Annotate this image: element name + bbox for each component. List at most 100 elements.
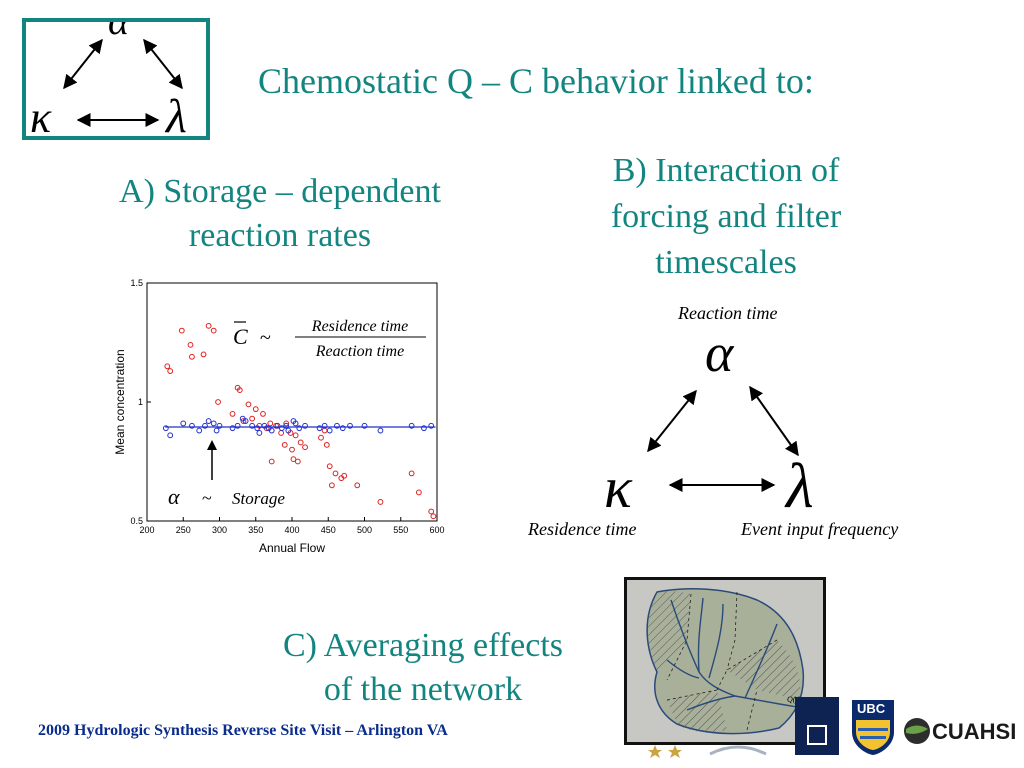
hatched-region-1 [647, 591, 691, 672]
blue-data-point [274, 422, 281, 429]
red-data-point [289, 446, 295, 453]
y-tick-label: 1 [138, 397, 143, 407]
corner-alpha-symbol: α [108, 22, 130, 43]
blue-data-point [234, 422, 241, 429]
catchment-map: Q(t) [624, 577, 826, 745]
blue-data-point [321, 422, 328, 429]
blue-data-point [278, 425, 285, 432]
red-data-point [167, 368, 174, 374]
y-axis-label: Mean concentration [113, 349, 127, 454]
blue-data-point [162, 425, 169, 432]
red-data-point [430, 513, 437, 520]
x-axis-label: Annual Flow [259, 541, 325, 555]
blue-data-point [213, 427, 220, 434]
red-data-point [341, 472, 348, 479]
section-c-heading: C) Averaging effects of the network [238, 624, 608, 712]
red-data-point [415, 489, 422, 496]
red-data-point [210, 327, 217, 334]
red-data-point [302, 444, 308, 451]
ubc-crest-icon [852, 700, 894, 755]
blue-data-point [189, 422, 195, 429]
partner-seal-logo [709, 745, 767, 756]
blue-data-point [292, 420, 299, 427]
blue-data-point [249, 422, 256, 429]
arrow-alpha-kappa [647, 389, 697, 453]
shield-emblem [807, 725, 827, 745]
section-b-line1: B) Interaction of [612, 152, 840, 189]
university-shield-logo [795, 697, 839, 755]
red-data-point [326, 463, 333, 470]
blue-data-point [347, 422, 353, 429]
river-network [666, 597, 804, 711]
star-logo [648, 745, 682, 758]
red-data-point [323, 441, 330, 448]
timescale-triangle-diagram: α κ λ [604, 325, 814, 515]
red-data-point [260, 411, 266, 417]
red-data-point [236, 387, 243, 393]
annotation-tilde-top: ~ [260, 327, 271, 349]
blue-data-point [339, 425, 346, 432]
blue-data-point [285, 427, 292, 434]
section-a-heading: A) Storage – dependent reaction rates [70, 170, 490, 258]
subcatchment-boundaries [666, 591, 778, 731]
corner-triangle-box: α κ λ [22, 0, 210, 143]
red-data-point [164, 363, 171, 370]
red-data-point [428, 508, 435, 515]
reaction-time-label: Reaction time [678, 303, 778, 323]
residence-time-label: Residence time [528, 519, 637, 539]
annotation-arrow-head [207, 440, 217, 450]
red-data-point [245, 401, 252, 408]
kappa-symbol: κ [604, 455, 633, 515]
blue-data-point [202, 422, 208, 429]
y-axis-ticks: 0.5 1 1.5 [130, 278, 151, 526]
x-tick-label: 400 [284, 525, 299, 535]
x-tick-label: 550 [393, 525, 408, 535]
hatched-region-2 [727, 640, 801, 700]
blue-data-point [377, 427, 384, 434]
blue-data-point [302, 422, 308, 429]
cuahsi-logo-text: CUAHSI [932, 719, 1017, 744]
corner-arrow-right [143, 38, 183, 90]
red-data-point [328, 482, 335, 489]
blue-data-point [242, 418, 249, 424]
red-data-point [354, 482, 361, 489]
ubc-logo: UBC [850, 698, 896, 756]
blue-data-point [254, 425, 261, 432]
blue-data-point [216, 422, 223, 429]
x-tick-label: 500 [357, 525, 372, 535]
x-tick-label: 200 [139, 525, 154, 535]
red-data-point [189, 353, 195, 360]
blue-data-point [229, 425, 236, 432]
red-data-point [187, 341, 194, 348]
annotation-numerator: Residence time [311, 318, 408, 335]
blue-data-point [421, 425, 427, 432]
red-data-point [268, 458, 275, 465]
event-input-frequency-label: Event input frequency [741, 519, 899, 539]
outlet-label: Q(t) [787, 695, 801, 704]
section-a-line2: reaction rates [188, 217, 372, 254]
blue-data-point [361, 422, 368, 429]
x-tick-label: 250 [176, 525, 191, 535]
red-data-point [178, 327, 185, 334]
red-data-point [292, 432, 299, 439]
blue-data-point [408, 422, 415, 429]
red-data-point [297, 439, 304, 446]
section-b-line3: timescales [655, 244, 797, 281]
red-data-point [408, 470, 415, 477]
blue-data-point [428, 422, 435, 429]
corner-triangle-diagram: α κ λ [30, 0, 187, 143]
red-data-point [283, 420, 290, 427]
data-points [162, 322, 437, 520]
cuahsi-globe-icon [904, 718, 930, 744]
red-data-point [318, 434, 324, 441]
ubc-text: UBC [857, 701, 886, 716]
red-data-point [377, 499, 384, 505]
section-c-line2: of the network [323, 671, 523, 708]
section-a-line1: A) Storage – dependent [119, 173, 441, 210]
blue-data-point [196, 427, 203, 434]
corner-arrow-left [63, 38, 103, 90]
footer-text: 2009 Hydrologic Synthesis Reverse Site V… [38, 722, 448, 739]
annotation-c-symbol: C [233, 324, 248, 349]
blue-data-point [167, 432, 174, 439]
lambda-symbol: λ [784, 450, 814, 515]
